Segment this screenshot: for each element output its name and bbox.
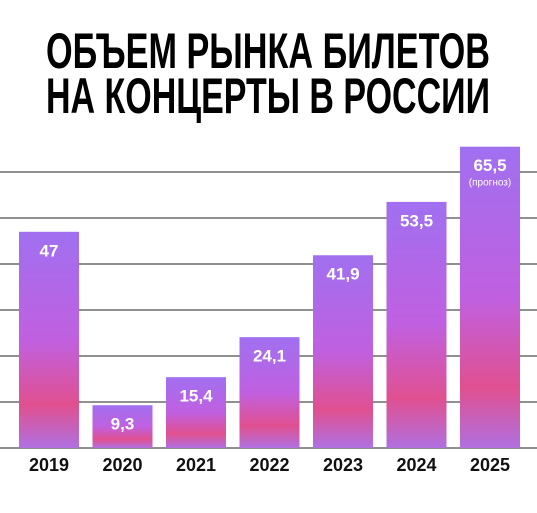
x-tick-label: 2020	[102, 455, 142, 475]
x-tick-label: 2022	[249, 455, 289, 475]
bar	[92, 405, 153, 448]
value-label: 24,1	[253, 347, 286, 366]
x-tick-label: 2023	[323, 455, 363, 475]
value-label: 41,9	[326, 265, 359, 284]
x-tick-label: 2021	[176, 455, 216, 475]
bar	[460, 146, 520, 448]
value-label: 65,5	[473, 156, 506, 175]
value-label: 47	[40, 241, 59, 260]
bar	[313, 255, 373, 448]
bar	[19, 231, 79, 448]
value-label: 53,5	[400, 211, 433, 230]
value-label: 9,3	[111, 415, 135, 434]
chart-title: НА КОНЦЕРТЫ В РОССИИ	[46, 68, 490, 124]
bar	[239, 337, 300, 448]
x-tick-label: 2025	[470, 455, 510, 475]
x-tick-label: 2024	[396, 455, 436, 475]
bar	[166, 377, 226, 448]
chart-title: ОБЪЕМ РЫНКА БИЛЕТОВ	[46, 23, 490, 79]
bar	[386, 201, 447, 448]
x-tick-label: 2019	[29, 455, 69, 475]
annotation: (прогноз)	[469, 177, 511, 188]
value-label: 15,4	[179, 387, 213, 406]
